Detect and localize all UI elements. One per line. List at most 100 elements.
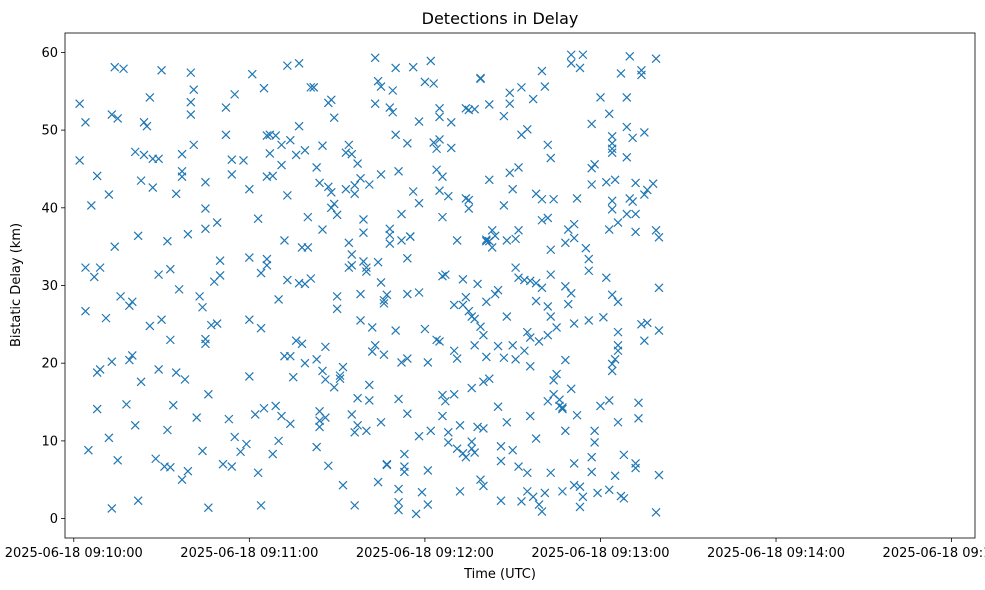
data-point bbox=[332, 291, 342, 301]
data-point bbox=[370, 340, 380, 350]
data-point bbox=[616, 68, 626, 78]
data-point bbox=[558, 403, 567, 412]
data-point bbox=[467, 444, 477, 454]
data-point bbox=[511, 263, 521, 273]
data-point bbox=[558, 486, 567, 496]
data-point bbox=[373, 477, 383, 487]
data-point bbox=[651, 54, 661, 64]
data-point bbox=[420, 77, 430, 87]
data-point bbox=[446, 117, 456, 127]
data-point bbox=[95, 263, 105, 273]
data-point bbox=[555, 395, 564, 405]
y-tick-label: 30 bbox=[41, 279, 58, 294]
data-point bbox=[359, 228, 368, 238]
data-point bbox=[367, 323, 377, 332]
data-point bbox=[438, 411, 447, 421]
data-point bbox=[124, 301, 134, 311]
data-point bbox=[81, 306, 90, 316]
data-point bbox=[353, 420, 363, 430]
data-point bbox=[438, 172, 447, 182]
data-point bbox=[274, 436, 284, 446]
data-point bbox=[133, 231, 143, 241]
data-point bbox=[382, 290, 392, 300]
data-point bbox=[438, 212, 447, 222]
data-point bbox=[244, 253, 254, 262]
data-point bbox=[397, 357, 406, 367]
data-point bbox=[215, 256, 225, 266]
data-point bbox=[455, 486, 465, 496]
data-point bbox=[560, 355, 570, 365]
data-point bbox=[318, 225, 327, 234]
data-point bbox=[262, 131, 272, 140]
data-point bbox=[452, 354, 462, 363]
data-point bbox=[320, 342, 330, 352]
data-point bbox=[285, 135, 295, 145]
data-point bbox=[654, 283, 664, 293]
data-point bbox=[318, 366, 327, 376]
data-point bbox=[198, 446, 207, 456]
data-point bbox=[546, 312, 556, 322]
y-tick-label: 10 bbox=[41, 434, 58, 449]
data-point bbox=[353, 159, 363, 168]
data-point bbox=[171, 189, 181, 199]
data-point bbox=[338, 362, 348, 372]
data-point bbox=[364, 180, 374, 189]
data-point bbox=[522, 124, 532, 134]
data-point bbox=[227, 462, 237, 471]
data-point bbox=[484, 175, 494, 185]
data-point bbox=[277, 160, 286, 170]
data-point bbox=[230, 432, 240, 442]
data-point bbox=[543, 396, 553, 406]
data-point bbox=[277, 140, 286, 150]
data-point bbox=[282, 61, 292, 71]
data-point bbox=[639, 336, 649, 346]
data-point bbox=[496, 496, 506, 506]
markers-layer bbox=[75, 50, 664, 519]
data-point bbox=[543, 140, 553, 150]
data-point bbox=[604, 109, 614, 119]
data-point bbox=[598, 312, 608, 322]
data-point bbox=[628, 133, 638, 143]
data-point bbox=[458, 274, 468, 284]
data-point bbox=[508, 184, 518, 194]
data-point bbox=[607, 290, 617, 300]
x-tick-label: 2025-06-18 09:14:00 bbox=[707, 546, 845, 561]
data-point bbox=[124, 355, 134, 365]
data-point bbox=[168, 400, 178, 410]
data-point bbox=[601, 273, 611, 283]
data-point bbox=[162, 425, 172, 435]
data-point bbox=[394, 484, 403, 494]
data-point bbox=[420, 324, 430, 334]
data-point bbox=[461, 452, 471, 462]
data-point bbox=[218, 459, 228, 469]
data-point bbox=[397, 236, 406, 245]
data-point bbox=[517, 497, 526, 506]
data-point bbox=[502, 417, 512, 427]
data-point bbox=[452, 236, 462, 245]
data-point bbox=[332, 304, 342, 314]
data-point bbox=[227, 169, 237, 179]
data-point bbox=[631, 209, 641, 219]
data-point bbox=[619, 450, 629, 460]
data-point bbox=[318, 141, 327, 151]
data-point bbox=[75, 99, 85, 109]
data-point bbox=[487, 225, 497, 235]
data-point bbox=[452, 444, 462, 454]
data-point bbox=[165, 335, 175, 345]
data-point bbox=[619, 493, 629, 503]
data-point bbox=[394, 505, 403, 515]
data-point bbox=[241, 439, 251, 449]
data-point bbox=[505, 88, 515, 98]
data-point bbox=[549, 375, 559, 385]
data-point bbox=[388, 107, 398, 117]
data-point bbox=[356, 289, 365, 299]
data-point bbox=[247, 69, 257, 79]
data-point bbox=[610, 471, 620, 481]
data-point bbox=[449, 346, 459, 356]
data-point bbox=[502, 312, 512, 322]
data-point bbox=[631, 463, 641, 473]
data-point bbox=[379, 350, 389, 360]
data-point bbox=[511, 234, 521, 244]
data-point bbox=[476, 475, 485, 485]
